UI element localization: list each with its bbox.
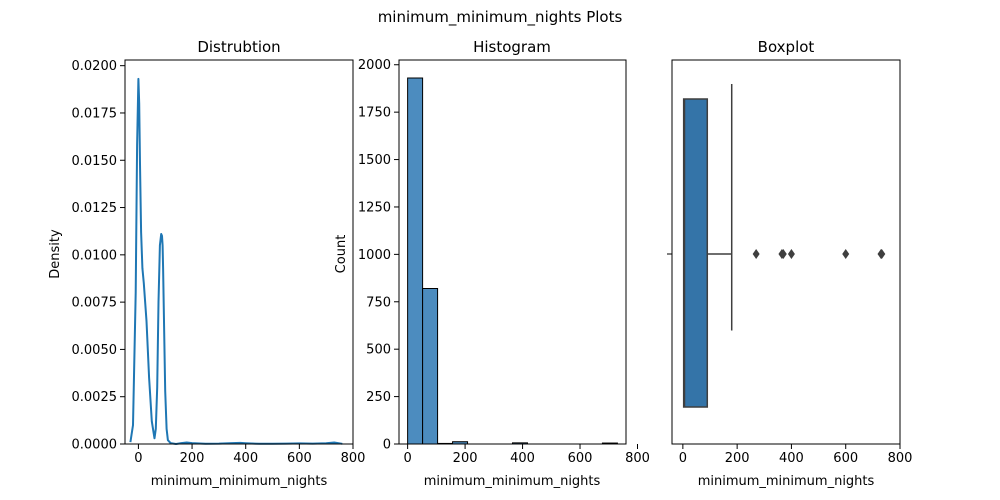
histogram-axis-ticks: 0 200 400 600 800 0 250 500 750 1000 1250 1500 1750 2… [358, 58, 650, 466]
outlier-point [878, 249, 886, 259]
y-tick-label: 1250 [358, 200, 391, 215]
x-tick-label: 0 [403, 451, 411, 466]
boxplot-marks [682, 84, 886, 408]
y-tick-label: 250 [366, 390, 391, 405]
x-tick-label: 0 [679, 451, 687, 466]
distribution-title: Distrubtion [197, 38, 280, 56]
histogram-ylabel: Count [334, 235, 349, 274]
boxplot-axis-ticks: 0 200 400 600 800 [679, 444, 913, 466]
y-tick-label: 0.0125 [72, 201, 118, 216]
figure-title: minimum_minimum_nights Plots [378, 8, 623, 27]
boxplot-panel: Boxplot 0 200 400 600 800 minimum_minimum_ni… [667, 38, 912, 489]
boxplot-plot-area [671, 59, 901, 445]
histogram-panel: Histogram 0 200 400 600 800 0 250 500 750 1000 125… [334, 38, 650, 489]
boxplot-title: Boxplot [758, 38, 815, 56]
x-tick-label: 400 [779, 451, 804, 466]
y-tick-label: 0.0075 [72, 296, 118, 311]
x-tick-label: 200 [725, 451, 750, 466]
outlier-point [787, 249, 795, 259]
x-tick-label: 400 [510, 451, 535, 466]
x-tick-label: 800 [625, 451, 650, 466]
distribution-ylabel: Density [48, 229, 63, 279]
outlier-point [752, 249, 760, 259]
x-tick-label: 200 [180, 451, 205, 466]
y-tick-label: 500 [366, 343, 391, 358]
y-tick-label: 0.0175 [72, 106, 118, 121]
boxplot-xlabel: minimum_minimum_nights [698, 474, 875, 489]
y-tick-label: 0.0100 [72, 248, 118, 263]
histogram-title: Histogram [473, 38, 551, 56]
y-tick-label: 1000 [358, 248, 391, 263]
y-tick-label: 0 [383, 438, 391, 453]
y-tick-label: 750 [366, 295, 391, 310]
distribution-marks [129, 77, 343, 445]
y-tick-label: 0.0200 [72, 59, 118, 74]
y-tick-label: 0.0000 [72, 438, 118, 453]
histogram-bar [422, 288, 439, 445]
x-tick-label: 800 [888, 451, 913, 466]
x-tick-label: 600 [568, 451, 593, 466]
x-tick-label: 600 [833, 451, 858, 466]
histogram-xlabel: minimum_minimum_nights [424, 474, 601, 489]
x-tick-label: 800 [341, 451, 366, 466]
box [682, 98, 709, 408]
x-tick-label: 0 [134, 451, 142, 466]
distribution-axis-ticks: 0 200 400 600 800 0.0000 0.0025 0.0050 0.0075 0.0… [72, 59, 366, 466]
outlier-point [779, 249, 787, 259]
y-tick-label: 1750 [358, 106, 391, 121]
histogram-plot-area [398, 59, 627, 445]
distribution-plot-area [124, 59, 354, 445]
y-tick-label: 0.0050 [72, 343, 118, 358]
x-tick-label: 200 [453, 451, 478, 466]
x-tick-label: 600 [287, 451, 312, 466]
distribution-xlabel: minimum_minimum_nights [151, 474, 328, 489]
y-tick-label: 0.0150 [72, 154, 118, 169]
distribution-panel: Distrubtion 0 200 400 600 800 0.0000 0.0025 0.0… [48, 38, 365, 489]
x-tick-label: 400 [233, 451, 258, 466]
y-tick-label: 0.0025 [72, 390, 118, 405]
y-tick-label: 1500 [358, 153, 391, 168]
y-tick-label: 2000 [358, 58, 391, 73]
density-line [129, 77, 343, 445]
histogram-bar [407, 77, 424, 445]
histogram-marks [407, 77, 618, 445]
outlier-point [842, 249, 850, 259]
